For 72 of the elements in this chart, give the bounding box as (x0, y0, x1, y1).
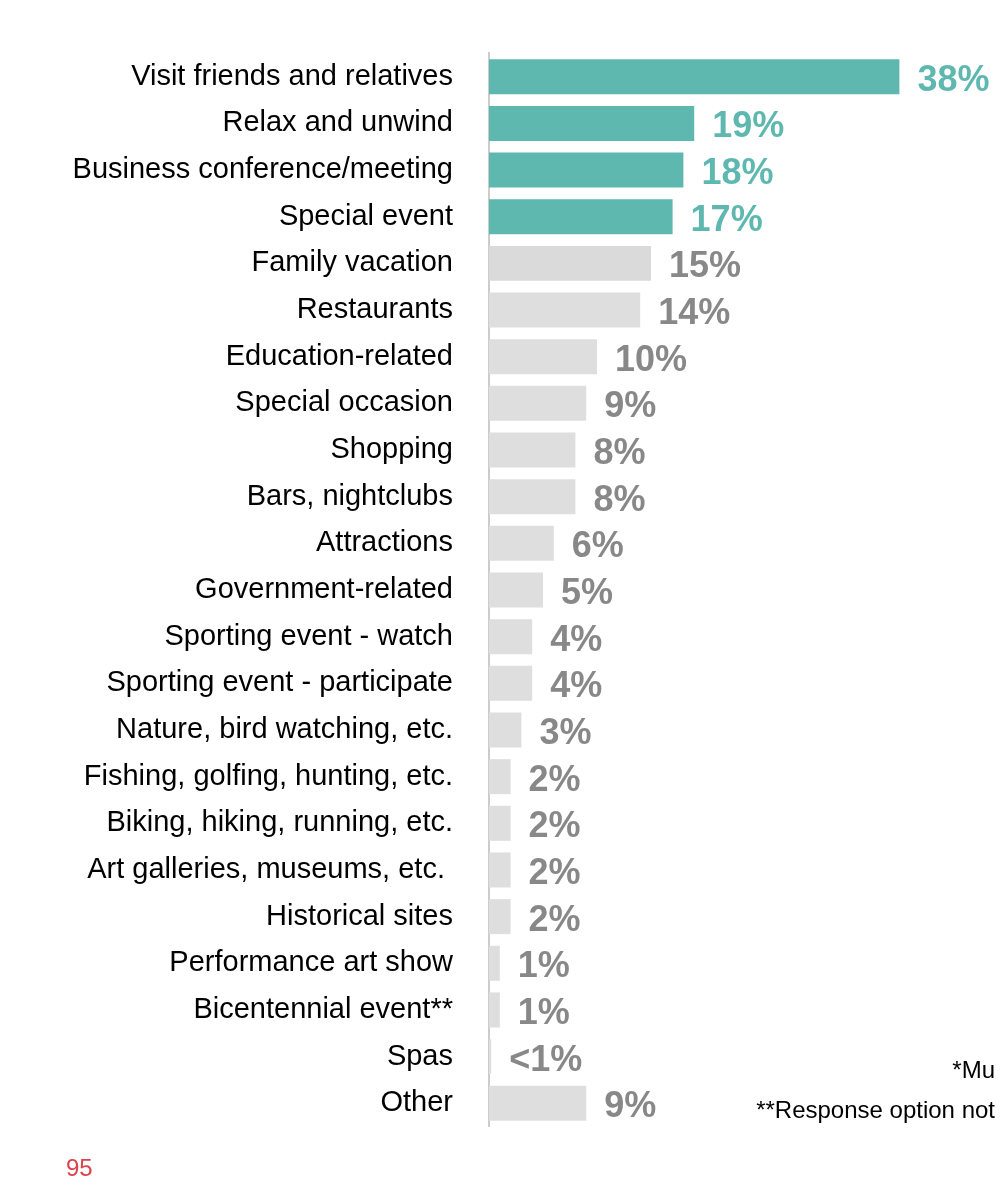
data-label: 2% (528, 850, 581, 892)
bar (489, 572, 543, 608)
data-label: 38% (917, 57, 990, 99)
data-label: 15% (669, 244, 742, 286)
data-label: 8% (593, 430, 646, 472)
bar (489, 945, 500, 981)
y-tick-label: Art galleries, museums, etc. (87, 851, 453, 884)
y-tick-label: Restaurants (296, 292, 453, 325)
bar (489, 292, 641, 328)
y-tick-label: Family vacation (251, 245, 453, 278)
y-tick-label: Special occasion (235, 385, 453, 418)
y-tick-label: Nature, bird watching, etc. (116, 711, 453, 744)
bar (489, 525, 554, 561)
bar (489, 1039, 492, 1075)
bar (489, 805, 511, 841)
data-label: 5% (561, 570, 614, 612)
y-tick-label: Bicentennial event** (193, 991, 453, 1024)
y-tick-label: Fishing, golfing, hunting, etc. (83, 758, 453, 791)
data-label: 8% (593, 477, 646, 519)
y-tick-label: Sporting event - participate (106, 665, 453, 698)
annotation: **Response option not (756, 1096, 996, 1123)
data-label: 6% (571, 524, 624, 566)
y-tick-label: Visit friends and relatives (131, 58, 453, 91)
data-label: 1% (517, 990, 570, 1032)
bar (489, 245, 651, 281)
y-tick-label: Shopping (330, 432, 453, 465)
y-tick-label: Spas (386, 1038, 453, 1071)
bar (489, 105, 695, 141)
data-label: 17% (690, 197, 763, 239)
data-label: 18% (701, 150, 774, 192)
y-tick-label: Business conference/meeting (72, 152, 453, 185)
data-label: 2% (528, 897, 581, 939)
y-tick-label: Bars, nightclubs (246, 478, 453, 511)
data-label: 4% (550, 617, 603, 659)
bar (489, 992, 500, 1028)
y-tick-label: Education-related (225, 338, 453, 371)
data-label: 14% (658, 290, 731, 332)
bar (489, 432, 576, 468)
data-label: 19% (712, 104, 785, 146)
data-label: 4% (550, 664, 603, 706)
data-label: 2% (528, 757, 581, 799)
data-label: 9% (604, 384, 657, 426)
data-label: 2% (528, 804, 581, 846)
bar (489, 385, 587, 421)
data-label: 9% (604, 1084, 657, 1126)
text: 95 (66, 1154, 93, 1180)
data-label: 3% (539, 710, 592, 752)
y-tick-label: Government-related (195, 572, 453, 604)
y-tick-label: Other (380, 1085, 454, 1118)
y-tick-label: Relax and unwind (222, 105, 453, 138)
data-label: <1% (509, 1037, 583, 1079)
y-tick-label: Special event (278, 198, 453, 231)
bar (489, 199, 673, 235)
bar (489, 152, 684, 188)
bar (489, 852, 511, 888)
bar (489, 619, 533, 655)
data-label: 1% (517, 944, 570, 986)
bar (489, 899, 511, 935)
text: *Mu (952, 1056, 995, 1083)
y-tick-label: Attractions (316, 525, 453, 558)
data-label: 10% (615, 337, 688, 379)
y-tick-label: Performance art show (169, 945, 455, 978)
bar (489, 479, 576, 515)
bar (489, 59, 900, 95)
y-tick-label: Historical sites (266, 898, 453, 931)
bar (489, 339, 597, 375)
bar (489, 665, 533, 701)
bar (489, 712, 522, 748)
bar (489, 759, 511, 795)
y-tick-label: Sporting event - watch (164, 618, 453, 651)
bar (489, 1085, 587, 1121)
y-tick-label: Biking, hiking, running, etc. (106, 805, 453, 838)
